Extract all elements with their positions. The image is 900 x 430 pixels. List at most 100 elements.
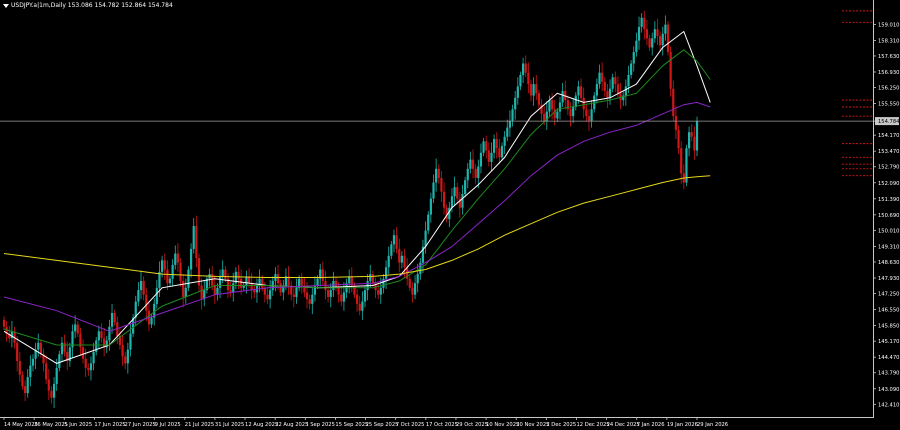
time-label: 20 Nov 2025 xyxy=(516,422,549,428)
ma-slow-line xyxy=(3,101,711,332)
candle-bear xyxy=(118,335,122,346)
time-label: 15 Sep 2025 xyxy=(335,422,368,428)
candle-bear xyxy=(337,287,340,295)
candle-bear xyxy=(643,17,646,30)
candle-bull xyxy=(34,349,37,359)
candle-bear xyxy=(79,333,82,348)
candle-bear xyxy=(66,351,69,362)
candle-bull xyxy=(316,278,319,286)
price-label: 154.170 xyxy=(878,133,899,139)
candle-bear xyxy=(395,235,398,249)
candle-bull xyxy=(493,139,496,153)
time-label: 25 Sep 2025 xyxy=(366,422,399,428)
candle-bull xyxy=(532,84,535,96)
time-label: 22 Aug 2025 xyxy=(275,422,308,428)
candle-bear xyxy=(18,361,21,375)
candle-bull xyxy=(561,90,564,103)
candle-bear xyxy=(527,72,530,85)
price-label: 145.170 xyxy=(878,339,899,345)
candle-bull xyxy=(29,365,32,378)
candle-bull xyxy=(424,230,427,247)
price-label: 159.010 xyxy=(878,22,899,28)
candle-bull xyxy=(387,255,390,268)
candle-bull xyxy=(319,269,322,279)
candle-bear xyxy=(645,29,649,39)
time-label: 10 Nov 2025 xyxy=(486,422,519,428)
candle-bull xyxy=(171,264,174,279)
candle-bear xyxy=(81,347,85,359)
candle-bull xyxy=(664,24,667,34)
candle-bear xyxy=(103,338,106,348)
candle-bull xyxy=(89,363,93,371)
candle-bear xyxy=(371,274,374,284)
candle-bear xyxy=(445,207,448,220)
candle-bear xyxy=(266,294,269,300)
candle-bull xyxy=(687,132,691,149)
candle-bull xyxy=(608,88,612,98)
price-label: 148.630 xyxy=(878,260,899,266)
candle-bull xyxy=(500,145,504,158)
candle-bull xyxy=(295,287,298,297)
candle-bull xyxy=(158,271,161,288)
time-label: 27 Jun 2025 xyxy=(125,422,156,428)
candle-bull xyxy=(548,100,551,112)
time-label: 5 Jun 2025 xyxy=(64,422,92,428)
candle-bear xyxy=(308,299,311,304)
candle-bull xyxy=(477,166,480,178)
candle-bull xyxy=(469,159,472,169)
price-label: 156.930 xyxy=(878,70,899,76)
candle-bull xyxy=(503,136,506,146)
price-label: 157.630 xyxy=(878,54,899,60)
candle-bull xyxy=(129,333,132,350)
ma-mid-line xyxy=(3,49,711,346)
candle-bear xyxy=(674,116,678,130)
candle-bear xyxy=(398,248,401,263)
candle-bear xyxy=(582,97,585,110)
candle-bull xyxy=(611,77,614,89)
candle-bull xyxy=(453,187,456,197)
candle-bear xyxy=(237,271,240,279)
candle-bear xyxy=(39,342,42,355)
candle-bull xyxy=(521,63,525,75)
ma-fast-line xyxy=(3,30,711,364)
candle-bear xyxy=(121,345,124,357)
time-label: 12 Aug 2025 xyxy=(245,422,278,428)
time-label: 7 Oct 2025 xyxy=(396,422,425,428)
candle-bull xyxy=(184,287,187,297)
candle-bear xyxy=(47,379,50,391)
price-label: 152.790 xyxy=(878,165,899,171)
candle-bull xyxy=(379,287,382,295)
candle-bear xyxy=(292,294,295,297)
candle-bear xyxy=(550,100,554,110)
candle-bear xyxy=(487,150,490,162)
candle-bear xyxy=(200,285,203,300)
candle-bear xyxy=(100,331,103,339)
price-label: 154.784 xyxy=(878,119,900,125)
candle-bull xyxy=(363,290,367,302)
candle-bear xyxy=(321,269,324,281)
price-label: 153.470 xyxy=(878,149,899,155)
candle-bull xyxy=(622,95,625,101)
candle-bull xyxy=(598,72,601,85)
candle-bear xyxy=(226,278,230,291)
candle-bear xyxy=(543,113,546,121)
candle-bull xyxy=(311,294,314,304)
time-label: 21 Jul 2025 xyxy=(185,422,214,428)
candle-bull xyxy=(52,383,56,398)
price-label: 149.310 xyxy=(878,244,899,250)
candle-bull xyxy=(137,290,140,302)
candle-bear xyxy=(76,324,79,334)
candle-bear xyxy=(485,141,488,151)
candle-bear xyxy=(287,276,290,286)
candle-bear xyxy=(669,52,672,89)
candle-bear xyxy=(616,84,620,94)
candle-bear xyxy=(224,269,227,279)
candle-bear xyxy=(84,358,87,368)
candle-bear xyxy=(606,90,609,98)
candle-bull xyxy=(590,109,593,121)
time-label: 14 May 2025 xyxy=(4,422,38,428)
candle-bull xyxy=(400,255,403,263)
